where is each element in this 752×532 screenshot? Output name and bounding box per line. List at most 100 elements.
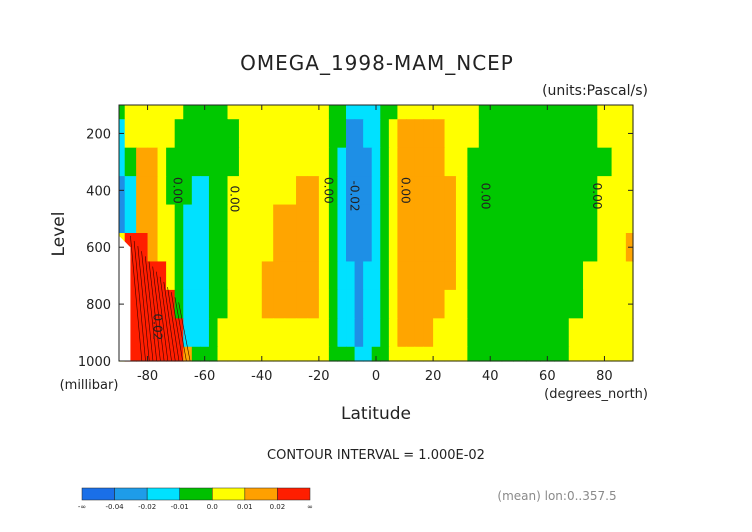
field-cell [284,233,297,263]
field-cell [354,233,364,263]
field-cell [568,119,584,149]
colorbar-label: ∞ [307,503,313,511]
field-cell [261,261,274,291]
field-cell [554,233,570,263]
field-cell [525,233,541,263]
footer-note: (mean) lon:0..357.5 [497,489,616,503]
field-cell [467,233,480,263]
field-cell [525,105,541,120]
field-cell [250,261,263,291]
contour-line [174,297,187,362]
field-cell [525,119,541,149]
field-cell [568,105,584,120]
field-cell [513,204,527,234]
x-tick-label: -40 [251,369,272,384]
field-cell [250,147,263,177]
field-cell [124,204,137,234]
contour-labels: 0.00 0.00 0.00 -0.02 0.00 0.00 0.00 0.02 [150,177,604,340]
field-cell [261,105,274,120]
field-cell [540,233,556,263]
field-cell [611,318,627,348]
field-cell [397,119,407,149]
field-cell [284,346,297,362]
field-cell [250,346,263,362]
field-cell [354,176,364,206]
field-cell [250,119,263,149]
colorbar-swatch [146,487,180,501]
field-cell [227,346,240,362]
field-cell [191,119,201,149]
field-cell [444,261,457,291]
field-cell [371,289,381,319]
field-cell [261,119,274,149]
field-cell [328,119,339,149]
field-cell [191,147,201,177]
contour-interval-note: CONTOUR INTERVAL = 1.000E-02 [267,448,485,463]
field-cell [423,204,434,234]
field-cell [525,318,541,348]
contour-line [178,302,191,362]
field-cell [208,119,219,149]
field-cell [200,261,210,291]
field-cell [568,289,584,319]
field-cell [227,204,240,234]
field-cell [284,105,297,120]
field-cell [501,176,514,206]
field-cell [583,318,598,348]
field-cell [208,147,219,177]
field-cell [307,105,320,120]
field-cell [525,204,541,234]
field-cell [467,147,480,177]
field-cell [455,261,468,291]
field-cell [583,233,598,263]
field-cell [136,318,149,348]
field-cell [554,346,570,362]
field-cell [183,346,193,362]
field-cell [200,346,210,362]
field-cell [157,233,167,263]
field-cell [397,289,407,319]
field-cell [238,289,251,319]
field-cell [337,147,347,177]
field-cell [200,176,210,206]
field-cell [217,176,229,206]
field-cell [238,176,251,206]
field-cell [501,119,514,149]
field-cell [296,346,309,362]
field-cell [147,119,159,149]
field-cell [191,289,201,319]
colorbar-label: -∞ [78,503,86,511]
field-cell [525,147,541,177]
field-cell [191,105,201,120]
field-cell [611,176,627,206]
field-cell [501,261,514,291]
field-cell [217,147,229,177]
field-cell [597,318,613,348]
field-cell [433,176,446,206]
field-cell [261,176,274,206]
field-cell [513,261,527,291]
field-cell [513,289,527,319]
field-cell [540,204,556,234]
field-cell [455,346,468,362]
field-cell [337,105,347,120]
field-cell [328,105,339,120]
field-cell [388,261,399,291]
field-cell [478,176,491,206]
field-cell [371,119,381,149]
field-cell [388,204,399,234]
field-cell [501,233,514,263]
colorbar-label: -0.01 [171,503,189,511]
field-cell [273,289,286,319]
field-cell [307,289,320,319]
field-cell [238,233,251,263]
field-cell [208,318,219,348]
field-cell [200,204,210,234]
field-cell [405,346,416,362]
field-cell [388,147,399,177]
field-cell [166,204,176,234]
field-cell [540,261,556,291]
field-cell [490,318,503,348]
y-tick-label: 600 [86,241,111,256]
